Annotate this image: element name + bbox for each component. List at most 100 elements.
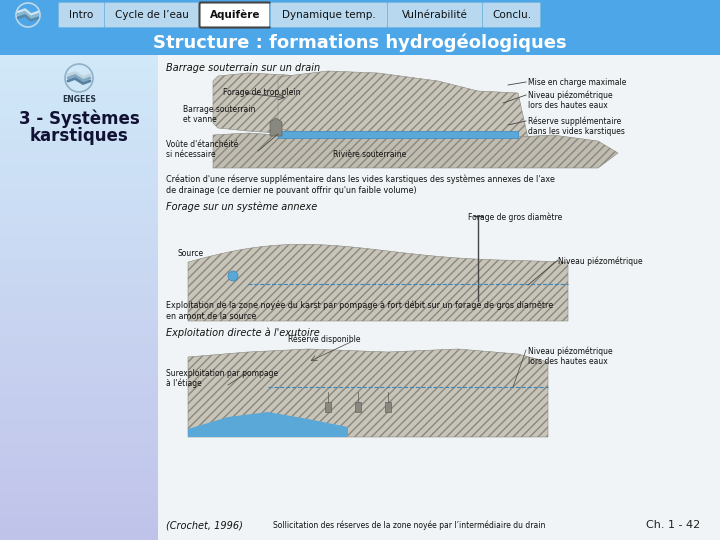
Bar — [0, 382, 158, 395]
Text: Cycle de l’eau: Cycle de l’eau — [115, 10, 189, 20]
Text: Structure : formations hydrogéologiques: Structure : formations hydrogéologiques — [153, 33, 567, 52]
Bar — [0, 504, 158, 516]
Bar — [0, 455, 158, 468]
Text: Intro: Intro — [69, 10, 94, 20]
Bar — [158, 55, 720, 540]
Bar — [0, 30, 720, 55]
Bar — [0, 225, 158, 238]
Polygon shape — [188, 412, 348, 437]
Polygon shape — [270, 118, 282, 136]
Text: Rivière souterraine: Rivière souterraine — [333, 150, 406, 159]
Text: (Crochet, 1996): (Crochet, 1996) — [166, 520, 243, 530]
Bar — [0, 128, 158, 140]
Bar — [0, 164, 158, 177]
Bar — [0, 0, 720, 30]
Bar — [0, 188, 158, 201]
Text: ENGEES: ENGEES — [62, 95, 96, 104]
Bar — [278, 131, 518, 138]
Text: Dynamique temp.: Dynamique temp. — [282, 10, 376, 20]
Polygon shape — [188, 349, 548, 437]
Text: lors des hautes eaux: lors des hautes eaux — [528, 357, 608, 366]
Text: si nécessaire: si nécessaire — [166, 150, 215, 159]
Text: Forage sur un système annexe: Forage sur un système annexe — [166, 201, 318, 212]
Text: Conclu.: Conclu. — [492, 10, 531, 20]
Text: à l'étiage: à l'étiage — [166, 379, 202, 388]
FancyBboxPatch shape — [104, 3, 199, 28]
Text: 3 - Systèmes: 3 - Systèmes — [19, 110, 140, 129]
Bar — [0, 418, 158, 431]
Bar — [0, 200, 158, 213]
Text: et vanne: et vanne — [183, 115, 217, 124]
Bar — [0, 334, 158, 347]
Bar — [0, 261, 158, 274]
Text: Surexploitation par pompage: Surexploitation par pompage — [166, 369, 278, 378]
Bar — [0, 91, 158, 104]
Bar — [0, 346, 158, 359]
Text: Sollicitation des réserves de la zone noyée par l’intermédiaire du drain: Sollicitation des réserves de la zone no… — [273, 521, 545, 530]
Text: karstiques: karstiques — [30, 127, 128, 145]
Bar — [0, 104, 158, 116]
FancyBboxPatch shape — [387, 3, 482, 28]
Bar — [355, 402, 361, 412]
Bar — [0, 443, 158, 456]
Bar — [0, 285, 158, 298]
Bar — [0, 528, 158, 540]
FancyBboxPatch shape — [199, 3, 271, 28]
Text: Source: Source — [178, 249, 204, 258]
Bar — [0, 140, 158, 152]
Text: Barrage souterrain: Barrage souterrain — [183, 105, 256, 114]
Bar — [0, 213, 158, 225]
FancyBboxPatch shape — [58, 3, 104, 28]
Text: Barrage souterrain sur un drain: Barrage souterrain sur un drain — [166, 63, 320, 73]
Bar — [0, 67, 158, 80]
Bar — [0, 467, 158, 480]
Bar — [0, 407, 158, 419]
Bar — [0, 55, 158, 68]
Bar — [0, 152, 158, 165]
FancyBboxPatch shape — [271, 3, 387, 28]
Text: Réserve disponible: Réserve disponible — [288, 335, 361, 345]
Bar — [0, 176, 158, 189]
Text: Réserve supplémentaire: Réserve supplémentaire — [528, 117, 621, 126]
Bar — [0, 79, 158, 92]
Polygon shape — [278, 71, 528, 143]
Bar — [325, 402, 331, 412]
Bar — [0, 395, 158, 407]
Bar — [0, 116, 158, 128]
Text: Forage de gros diamètre: Forage de gros diamètre — [468, 213, 562, 222]
Bar — [385, 402, 391, 412]
Text: lors des hautes eaux: lors des hautes eaux — [528, 101, 608, 110]
Text: Exploitation directe à l'exutoire: Exploitation directe à l'exutoire — [166, 327, 320, 338]
Circle shape — [228, 271, 238, 281]
Polygon shape — [213, 133, 618, 168]
Bar — [0, 273, 158, 286]
Text: Voûte d'étanchéité: Voûte d'étanchéité — [166, 140, 238, 149]
Text: Vulnérabilité: Vulnérabilité — [402, 10, 468, 20]
Text: Aquifère: Aquifère — [210, 10, 260, 20]
Text: en amont de la source: en amont de la source — [166, 312, 256, 321]
Bar — [0, 237, 158, 249]
Polygon shape — [188, 244, 568, 321]
Text: Ch. 1 - 42: Ch. 1 - 42 — [646, 520, 700, 530]
Bar — [0, 309, 158, 322]
Bar — [0, 491, 158, 504]
Text: Création d'une réserve supplémentaire dans les vides karstiques des systèmes ann: Création d'une réserve supplémentaire da… — [166, 175, 555, 185]
Bar — [0, 322, 158, 334]
Polygon shape — [213, 73, 313, 133]
Text: Niveau piézométrique: Niveau piézométrique — [558, 256, 643, 266]
Text: Forage de trop plein: Forage de trop plein — [223, 88, 300, 97]
Bar — [0, 370, 158, 383]
Bar — [0, 431, 158, 443]
Text: de drainage (ce dernier ne pouvant offrir qu'un faible volume): de drainage (ce dernier ne pouvant offri… — [166, 186, 417, 195]
Text: Niveau piézométrique: Niveau piézométrique — [528, 91, 613, 100]
Bar — [0, 249, 158, 261]
Text: Niveau piézométrique: Niveau piézométrique — [528, 347, 613, 356]
Text: dans les vides karstiques: dans les vides karstiques — [528, 127, 625, 136]
Bar — [0, 480, 158, 492]
FancyBboxPatch shape — [482, 3, 541, 28]
Bar — [0, 298, 158, 310]
Bar — [0, 516, 158, 528]
Text: Mise en charge maximale: Mise en charge maximale — [528, 78, 626, 87]
Text: Exploitation de la zone noyée du karst par pompage à fort débit sur un forage de: Exploitation de la zone noyée du karst p… — [166, 301, 553, 310]
Bar — [0, 358, 158, 371]
